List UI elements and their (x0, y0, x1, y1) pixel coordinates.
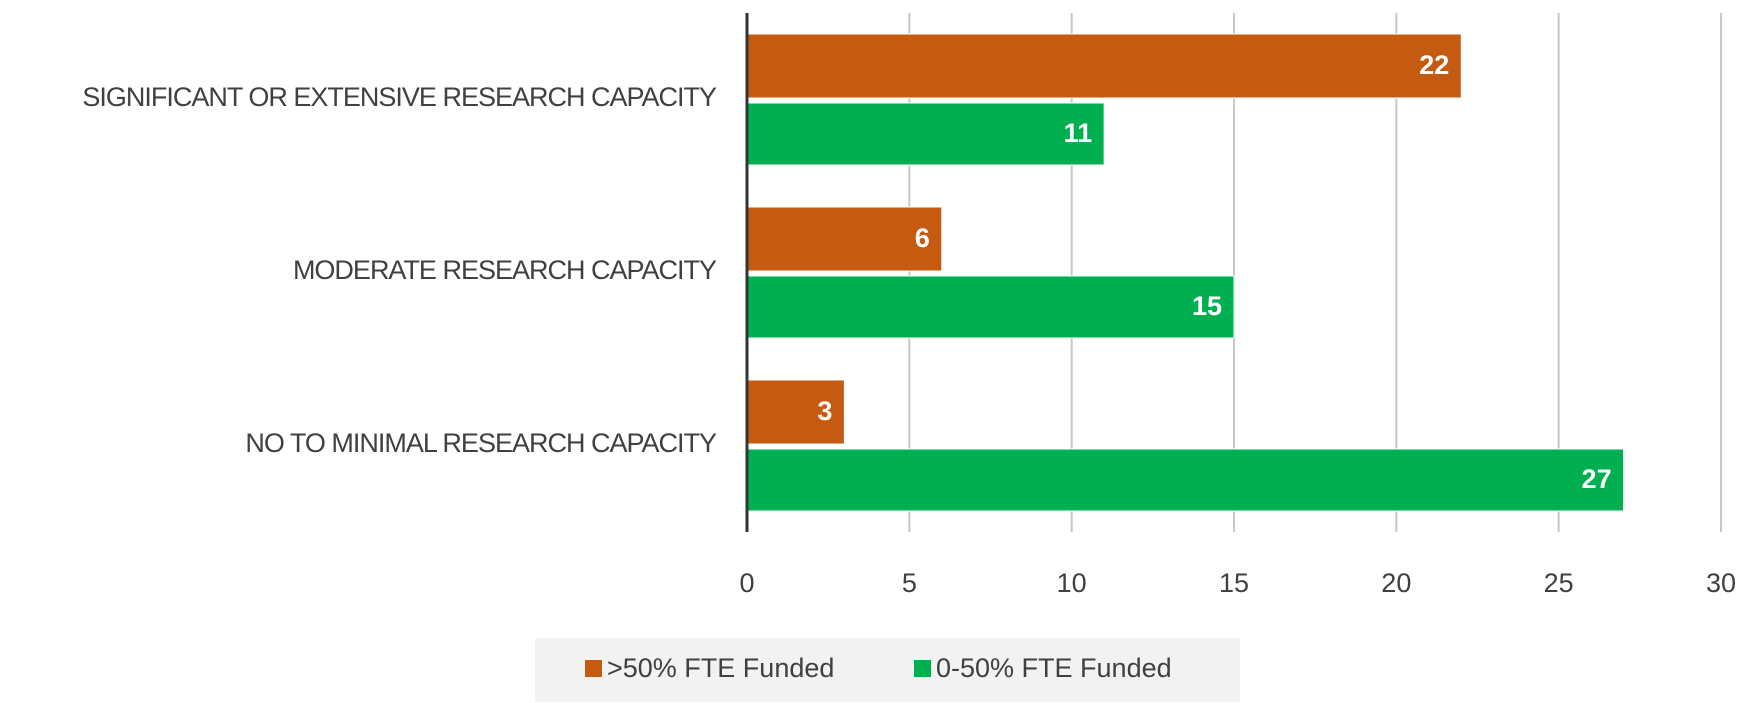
bar (746, 33, 1462, 99)
category-label: NO TO MINIMAL RESEARCH CAPACITY (245, 428, 717, 458)
data-label: 3 (817, 396, 832, 426)
data-label: 6 (915, 223, 930, 253)
bar (746, 206, 943, 272)
data-label: 22 (1419, 50, 1449, 80)
legend-box (535, 638, 1240, 702)
bar (746, 275, 1235, 339)
data-label: 15 (1192, 291, 1222, 321)
x-tick-label: 10 (1057, 568, 1087, 598)
bar (746, 379, 845, 445)
x-tick-label: 20 (1381, 568, 1411, 598)
legend-swatch (914, 660, 931, 677)
data-label: 11 (1064, 118, 1093, 148)
x-tick-label: 5 (902, 568, 917, 598)
data-label: 27 (1582, 464, 1612, 494)
bar (746, 448, 1625, 512)
x-tick-label: 30 (1706, 568, 1736, 598)
bar (746, 102, 1105, 166)
x-tick-label: 15 (1219, 568, 1249, 598)
category-label: MODERATE RESEARCH CAPACITY (293, 255, 717, 285)
x-tick-label: 25 (1544, 568, 1574, 598)
legend-label: >50% FTE Funded (607, 653, 834, 683)
x-tick-label: 0 (739, 568, 754, 598)
legend-swatch (585, 660, 602, 677)
legend-label: 0-50% FTE Funded (936, 653, 1172, 683)
category-label: SIGNIFICANT OR EXTENSIVE RESEARCH CAPACI… (82, 82, 717, 112)
